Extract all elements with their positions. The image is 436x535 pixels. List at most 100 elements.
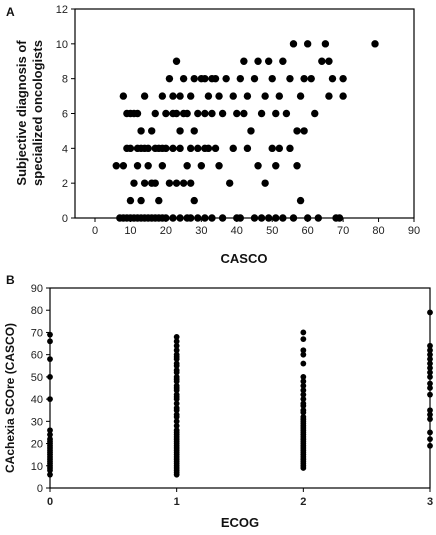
- panel-a-data-point: [194, 214, 202, 222]
- panel-a-data-point: [211, 144, 220, 153]
- panel-a-data-point: [130, 179, 138, 187]
- panel-b-data-point: [47, 427, 53, 434]
- panel-b-label: B: [6, 273, 15, 287]
- panel-b-data-point: [427, 342, 433, 349]
- panel-a-data-point: [307, 74, 315, 83]
- panel-a-data-point: [286, 74, 294, 83]
- panel-b-y-tick-label: 30: [31, 416, 43, 428]
- panel-a-data-point: [151, 179, 159, 187]
- panel-a-data-point: [169, 92, 177, 100]
- panel-a-data-point: [133, 109, 142, 118]
- panel-b-data-point: [47, 396, 53, 403]
- panel-b-data-point: [173, 342, 180, 349]
- panel-b-data-point: [173, 391, 180, 398]
- panel-a-data-point: [155, 196, 163, 205]
- panel-b-data-point: [427, 351, 433, 358]
- panel-b-x-tick-label: 2: [300, 496, 306, 508]
- panel-a-data-point: [335, 214, 344, 222]
- panel-a-y-tick-label: 4: [62, 143, 68, 155]
- panel-a-data-point: [165, 74, 174, 83]
- panel-a-data-point: [233, 109, 241, 118]
- panel-a-data-point: [268, 74, 276, 83]
- panel-a-data-point: [148, 127, 156, 135]
- panel-b-data-point: [427, 385, 433, 391]
- panel-a-data-point: [275, 92, 284, 100]
- panel-b-data-point: [300, 391, 307, 398]
- panel-b-data-point: [427, 380, 433, 387]
- panel-a-data-point: [272, 109, 280, 118]
- panel-a-data-point: [339, 92, 347, 100]
- panel-a-x-tick-label: 80: [372, 225, 384, 237]
- panel-a-data-point: [325, 57, 333, 65]
- panel-a-data-point: [211, 74, 220, 83]
- panel-b-data-point: [427, 442, 433, 449]
- panel-a-data-point: [275, 144, 284, 153]
- panel-a-data-point: [222, 74, 230, 83]
- panel-b-data-point: [427, 416, 433, 423]
- panel-b-data-point: [47, 338, 53, 345]
- panel-b-y-tick-label: 0: [37, 483, 43, 495]
- panel-a-data-point: [261, 179, 269, 187]
- panel-b-data-point: [427, 369, 433, 376]
- panel-b-data-point: [427, 429, 433, 436]
- panel-b-data-point: [427, 391, 433, 398]
- panel-b-data-point: [47, 471, 53, 478]
- panel-a-data-point: [201, 109, 209, 118]
- panel-a-data-point: [172, 109, 181, 118]
- panel-a-data-point: [257, 214, 266, 222]
- panel-a-data-point: [321, 40, 330, 48]
- panel-a-data-point: [169, 144, 177, 153]
- panel-a-data-point: [140, 92, 149, 100]
- panel-b: B 0 1 2 3 0 10 20 30 40 50 60 70 80 90 ECOG CAchexia…: [3, 273, 433, 530]
- panel-b-data-point: [173, 418, 180, 425]
- panel-a-y-axis-title-line-1: Subjective diagnosis of: [14, 40, 29, 186]
- panel-a-data-point: [208, 109, 216, 118]
- panel-a-data-point: [176, 144, 184, 153]
- panel-b-data-point: [300, 351, 307, 358]
- panel-a-data-point: [162, 144, 170, 153]
- panel-a-data-point: [311, 109, 319, 118]
- panel-a-data-point: [176, 127, 184, 135]
- panel-b-data-point: [427, 309, 433, 316]
- panel-a-data-point: [183, 109, 191, 118]
- panel-a-data-point: [208, 214, 216, 222]
- panel-b-data-point: [427, 360, 433, 367]
- panel-a-data-point: [172, 179, 181, 187]
- panel-a-x-tick-label: 20: [160, 225, 172, 237]
- panel-b-x-axis-title: ECOG: [221, 515, 259, 530]
- panel-b-data-point: [173, 360, 180, 367]
- panel-a-data-point: [289, 214, 298, 222]
- panel-a-data-point: [225, 179, 234, 187]
- panel-b-y-ticks: 0 10 20 30 40 50 60 70 80 90: [31, 283, 50, 495]
- panel-a-x-tick-label: 40: [231, 225, 243, 237]
- panel-b-data-point: [427, 373, 433, 380]
- panel-a-data-point: [243, 144, 252, 153]
- panel-b-data-point: [173, 351, 180, 358]
- panel-b-data-point: [427, 347, 433, 354]
- panel-a-x-tick-label: 60: [302, 225, 314, 237]
- panel-a-data-point: [190, 196, 198, 205]
- panel-b-data-point: [173, 338, 180, 345]
- panel-b-y-tick-label: 90: [31, 283, 43, 295]
- panel-a-data-point: [243, 92, 252, 100]
- panel-a-data-point: [176, 92, 184, 100]
- panel-a-data-point: [162, 214, 170, 222]
- panel-a-data-point: [119, 92, 128, 100]
- panel-a-data-point: [190, 74, 198, 83]
- panel-a-data-point: [254, 162, 262, 170]
- panel-a-data-point: [215, 162, 223, 170]
- panel-a-x-tick-label: 70: [337, 225, 349, 237]
- panel-a-x-tick-label: 90: [408, 225, 420, 237]
- panel-a-y-tick-label: 2: [62, 178, 68, 190]
- panel-a-x-tick-label: 30: [195, 225, 207, 237]
- panel-b-data-point: [173, 333, 180, 340]
- panel-a-data-point: [137, 127, 145, 135]
- panel-a-data-point: [279, 57, 287, 65]
- panel-a-data-point: [250, 74, 259, 83]
- panel-a-data-point: [137, 196, 145, 205]
- panel-a-data-point: [126, 196, 135, 205]
- panel-a-data-point: [289, 40, 298, 48]
- panel-b-data-point: [47, 331, 53, 338]
- panel-a-data-point: [215, 92, 223, 100]
- panel-a-label: A: [6, 5, 15, 19]
